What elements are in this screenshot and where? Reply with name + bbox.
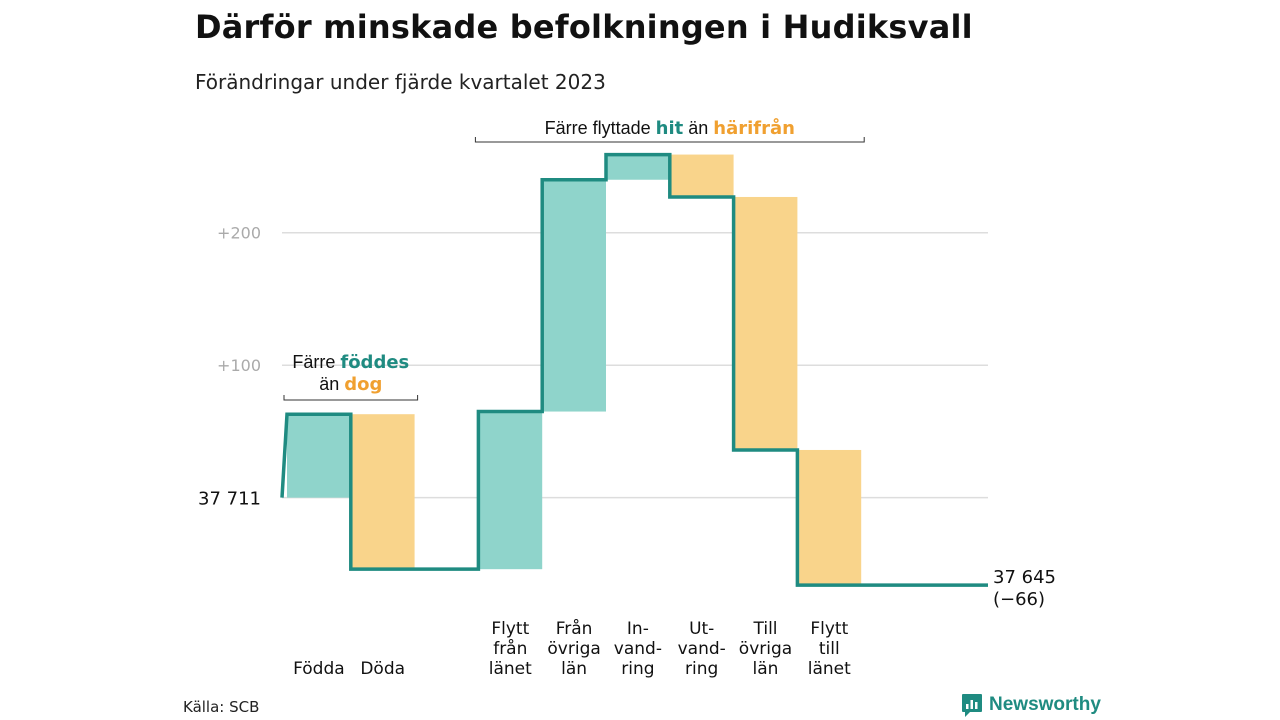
category-label: övriga bbox=[739, 639, 792, 659]
moves-annotation-bracket bbox=[474, 137, 865, 143]
moves-annotation: Färre flyttade hit än härifrån bbox=[545, 117, 795, 139]
category-label: länet bbox=[489, 659, 532, 679]
waterfall-bar bbox=[733, 196, 798, 450]
category-label: Till bbox=[752, 619, 777, 639]
waterfall-bar bbox=[606, 154, 670, 180]
waterfall-bar bbox=[350, 414, 415, 570]
category-label: län bbox=[753, 659, 779, 679]
bar-layer bbox=[287, 154, 862, 586]
category-label: In- bbox=[627, 619, 649, 639]
waterfall-bar bbox=[478, 411, 543, 570]
category-label: ring bbox=[621, 659, 654, 679]
category-label: Födda bbox=[293, 659, 345, 679]
births-annotation-line2: än dog bbox=[319, 374, 382, 395]
category-label: från bbox=[493, 638, 527, 659]
waterfall-bar bbox=[542, 179, 606, 412]
births-annotation-bracket bbox=[283, 395, 419, 401]
category-label: Flytt bbox=[810, 619, 848, 639]
waterfall-bar bbox=[669, 154, 734, 197]
category-label: län bbox=[561, 659, 587, 679]
end-change-label: (−66) bbox=[993, 589, 1045, 610]
waterfall-bar bbox=[797, 449, 862, 586]
chart-title: Därför minskade befolkningen i Hudiksval… bbox=[195, 8, 973, 46]
start-value-label: 37 711 bbox=[198, 489, 261, 510]
category-label: Döda bbox=[360, 659, 405, 679]
category-label: övriga bbox=[547, 639, 600, 659]
category-label: vand- bbox=[614, 639, 662, 659]
brand-logo[interactable]: Newsworthy bbox=[961, 692, 1101, 718]
brand-name: Newsworthy bbox=[989, 694, 1101, 715]
newsworthy-logo-icon bbox=[962, 694, 982, 717]
category-label: Från bbox=[556, 618, 593, 639]
chart-subtitle: Förändringar under fjärde kvartalet 2023 bbox=[195, 70, 606, 94]
category-label: vand- bbox=[678, 639, 726, 659]
waterfall-bar bbox=[287, 414, 351, 498]
category-label: till bbox=[819, 639, 840, 659]
category-label: ring bbox=[685, 659, 718, 679]
category-label: Flytt bbox=[491, 619, 529, 639]
line-layer bbox=[280, 152, 988, 587]
cumulative-step-line bbox=[280, 152, 988, 587]
births-annotation-line1: Färre föddes bbox=[292, 352, 409, 373]
category-label: Ut- bbox=[689, 619, 714, 639]
end-value-label: 37 645 bbox=[993, 567, 1056, 588]
y-tick-label: +100 bbox=[217, 356, 261, 375]
source-note: Källa: SCB bbox=[183, 698, 260, 716]
category-label: länet bbox=[808, 659, 851, 679]
y-tick-label: +200 bbox=[217, 224, 261, 243]
